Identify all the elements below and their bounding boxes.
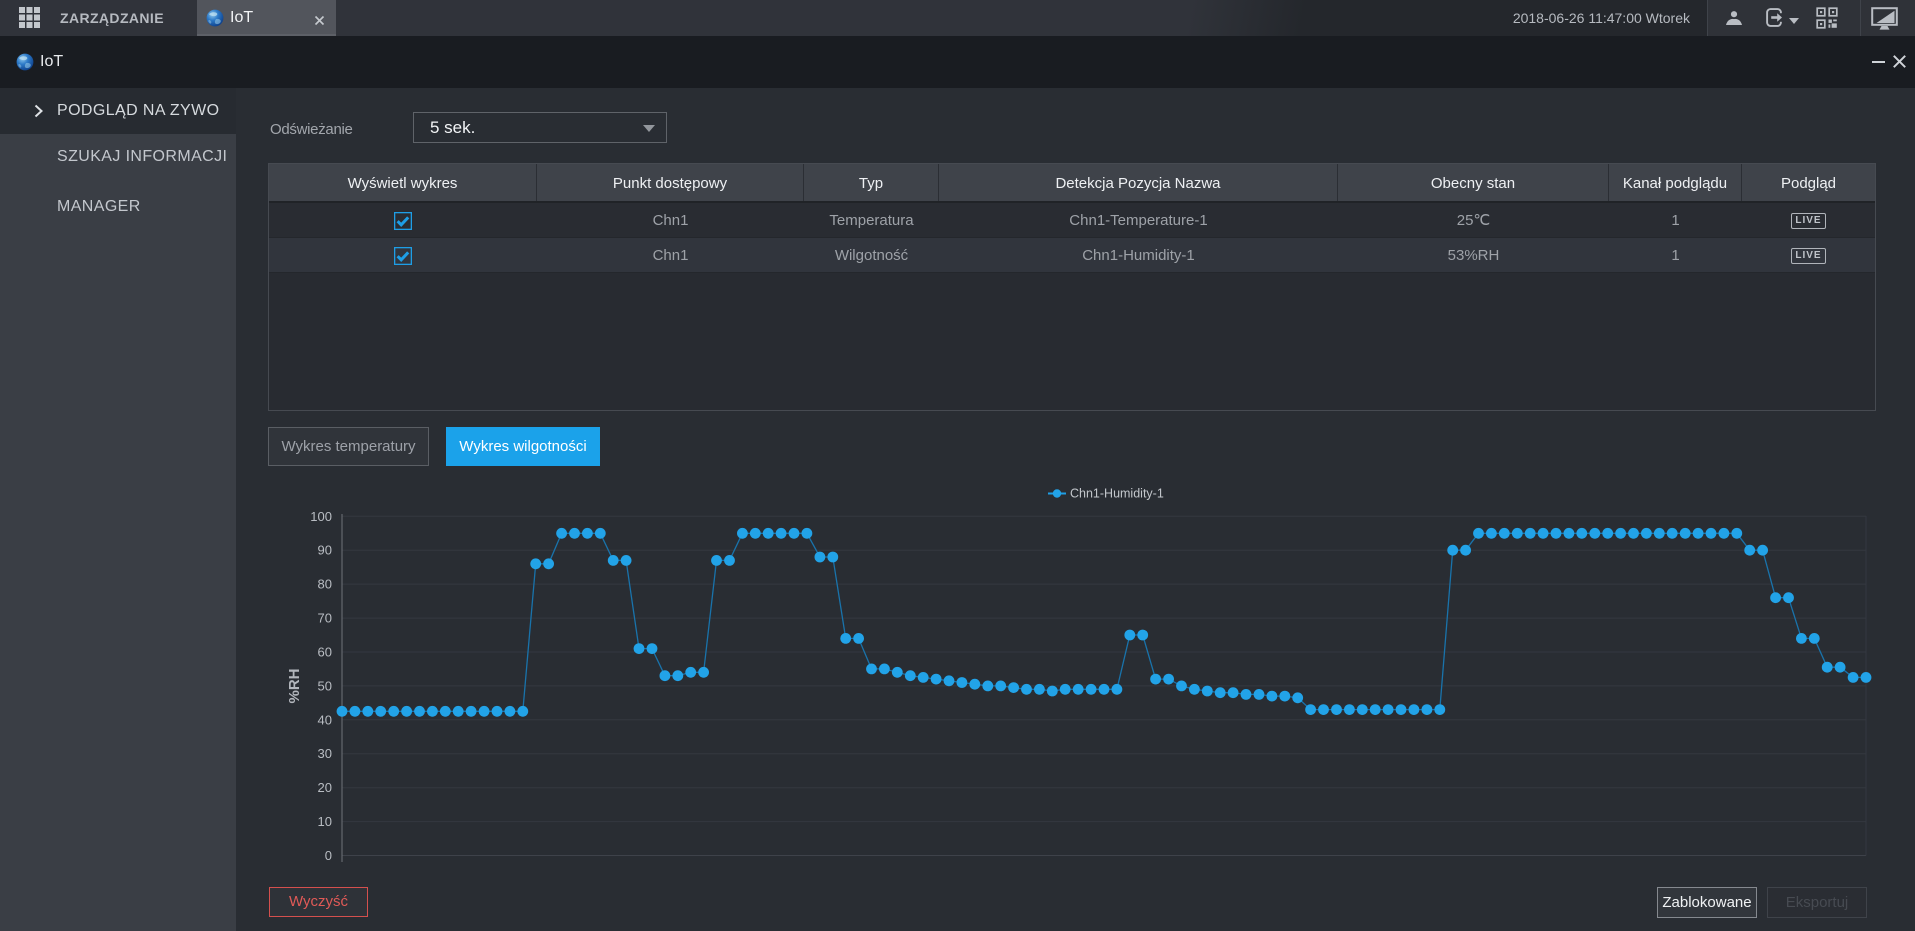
svg-text:%RH: %RH: [286, 668, 303, 703]
svg-text:Chn1-Humidity-1: Chn1-Humidity-1: [1070, 487, 1164, 501]
svg-text:80: 80: [318, 577, 332, 592]
svg-text:90: 90: [318, 543, 332, 558]
svg-text:20: 20: [318, 780, 332, 795]
svg-text:40: 40: [318, 712, 332, 727]
svg-text:100: 100: [310, 509, 332, 524]
svg-text:30: 30: [318, 746, 332, 761]
svg-text:60: 60: [318, 645, 332, 660]
svg-text:0: 0: [325, 848, 332, 863]
svg-text:70: 70: [318, 611, 332, 626]
svg-text:10: 10: [318, 814, 332, 829]
svg-text:50: 50: [318, 678, 332, 693]
